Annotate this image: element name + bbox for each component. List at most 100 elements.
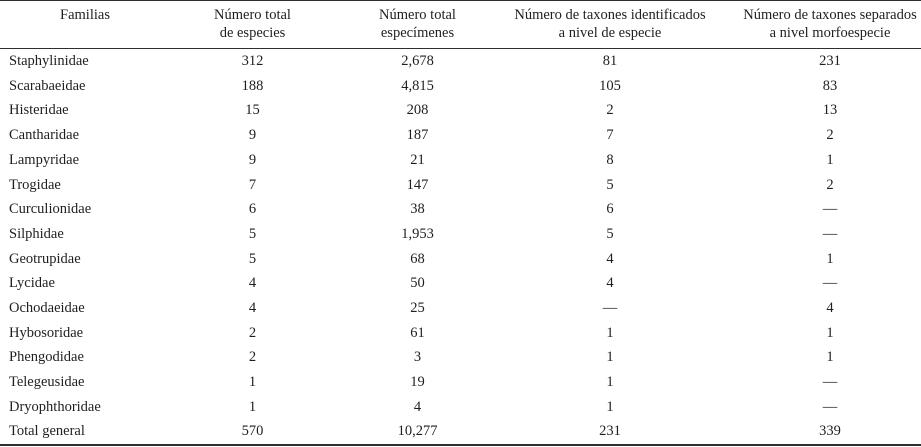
- value-cell-numero-total-especimenes: 50: [410, 275, 425, 292]
- value-cell-numero-total-especimenes: 21: [410, 151, 425, 168]
- value-cell-taxones-separados-morfoespecie: 83: [822, 77, 838, 94]
- familia-name-cell: Staphylinidae: [9, 53, 89, 70]
- value-cell-numero-total-especies: 570: [241, 423, 264, 440]
- familia-name-cell: Hybosoridae: [9, 324, 84, 341]
- value-cell-numero-total-especimenes: 208: [406, 102, 429, 119]
- familia-name-cell: Curculionidae: [9, 201, 92, 218]
- value-cell-taxones-separados-morfoespecie: 339: [819, 423, 841, 440]
- value-cell-numero-total-especimenes: 2,678: [401, 53, 434, 70]
- value-cell-taxones-separados-morfoespecie: —: [822, 374, 838, 391]
- table-header: Familias Número total de especies Número to…: [0, 1, 921, 49]
- table-row: Cantharidae 9 187 7 2: [0, 123, 921, 148]
- value-cell-numero-total-especimenes: 19: [410, 374, 425, 391]
- value-cell-taxones-separados-morfoespecie: 2: [826, 176, 834, 193]
- familia-name-cell: Scarabaeidae: [9, 77, 86, 94]
- value-cell-numero-total-especies: 2: [248, 324, 257, 341]
- value-cell-numero-total-especies: 4: [248, 275, 257, 292]
- column-header-line: Familias: [60, 7, 110, 23]
- value-cell-numero-total-especies: 7: [248, 176, 257, 193]
- column-header-line: Número total: [379, 7, 456, 23]
- column-header-taxones-separados-morfoespecie: Número de taxones separados a nivel morfo…: [720, 1, 921, 49]
- value-cell-numero-total-especies: 9: [248, 151, 257, 168]
- value-cell-numero-total-especimenes: 147: [406, 176, 429, 193]
- column-header-line: Número de taxones identificados: [514, 7, 706, 23]
- familia-name-cell: Geotrupidae: [9, 250, 81, 267]
- column-header-line: a nivel morfoespecie: [769, 25, 891, 41]
- table-row: Hybosoridae 2 61 1 1: [0, 321, 921, 346]
- value-cell-numero-total-especies: 1: [248, 374, 257, 391]
- familia-name-cell: Histeridae: [9, 102, 69, 119]
- table-row: Telegeusidae 1 19 1 —: [0, 370, 921, 395]
- table-row: Silphidae 5 1,953 5 —: [0, 222, 921, 247]
- header-row: Familias Número total de especies Número to…: [0, 1, 921, 49]
- value-cell-numero-total-especimenes: 38: [410, 201, 425, 218]
- table-row: Geotrupidae 5 68 4 1: [0, 247, 921, 272]
- value-cell-numero-total-especimenes: 68: [410, 250, 425, 267]
- table-row: Scarabaeidae 188 4,815 105 83: [0, 74, 921, 99]
- value-cell-numero-total-especimenes: 25: [410, 299, 425, 316]
- familia-name-cell: Dryophthoridae: [9, 398, 101, 415]
- table-row: Lampyridae 9 21 8 1: [0, 148, 921, 173]
- value-cell-numero-total-especies: 5: [248, 250, 257, 267]
- column-header-taxones-identificados-especie: Número de taxones identificados a nivel d…: [500, 1, 720, 49]
- value-cell-numero-total-especimenes: 61: [410, 324, 425, 341]
- value-cell-taxones-identificados-especie: 6: [606, 201, 614, 218]
- value-cell-taxones-separados-morfoespecie: 1: [826, 349, 834, 366]
- column-header-line: a nivel de especie: [558, 25, 662, 41]
- value-cell-taxones-identificados-especie: 1: [606, 398, 614, 415]
- value-cell-taxones-separados-morfoespecie: —: [822, 225, 838, 242]
- familia-name-cell: Telegeusidae: [9, 374, 85, 391]
- column-header-familias: Familias: [0, 1, 170, 49]
- column-header-line: especímenes: [380, 25, 455, 41]
- value-cell-taxones-separados-morfoespecie: 1: [826, 324, 834, 341]
- value-cell-numero-total-especimenes: 10,277: [397, 423, 438, 440]
- familia-name-cell: Trogidae: [9, 176, 61, 193]
- familia-name-cell: Lycidae: [9, 275, 55, 292]
- value-cell-numero-total-especies: 1: [248, 398, 257, 415]
- table-row: Dryophthoridae 1 4 1 —: [0, 395, 921, 420]
- total-row: Total general 570 10,277 231 339: [0, 419, 921, 445]
- value-cell-taxones-separados-morfoespecie: 2: [826, 127, 834, 144]
- table-row: Staphylinidae 312 2,678 81 231: [0, 49, 921, 74]
- column-header-line: de especies: [219, 25, 286, 41]
- table-body: Staphylinidae 312 2,678 81 231 Scarabaeidae 18…: [0, 49, 921, 446]
- value-cell-numero-total-especimenes: 3: [413, 349, 422, 366]
- value-cell-numero-total-especies: 188: [241, 77, 264, 94]
- value-cell-taxones-separados-morfoespecie: —: [822, 201, 838, 218]
- value-cell-taxones-identificados-especie: 4: [606, 275, 614, 292]
- value-cell-taxones-identificados-especie: 1: [606, 349, 614, 366]
- table-row: Ochodaeidae 4 25 — 4: [0, 296, 921, 321]
- value-cell-taxones-identificados-especie: 7: [606, 127, 614, 144]
- value-cell-numero-total-especies: 9: [248, 127, 257, 144]
- value-cell-numero-total-especies: 15: [245, 102, 260, 119]
- table-row: Phengodidae 2 3 1 1: [0, 345, 921, 370]
- familia-name-cell: Ochodaeidae: [9, 299, 85, 316]
- value-cell-taxones-identificados-especie: 4: [606, 250, 614, 267]
- value-cell-taxones-identificados-especie: 2: [606, 102, 614, 119]
- familia-name-cell: Lampyridae: [9, 151, 80, 168]
- value-cell-numero-total-especimenes: 187: [406, 127, 429, 144]
- value-cell-numero-total-especies: 6: [248, 201, 257, 218]
- column-header-line: Número de taxones separados: [743, 7, 917, 23]
- value-cell-taxones-separados-morfoespecie: —: [822, 275, 838, 292]
- value-cell-taxones-separados-morfoespecie: 13: [822, 102, 838, 119]
- value-cell-taxones-identificados-especie: 5: [606, 225, 614, 242]
- value-cell-taxones-identificados-especie: 8: [606, 151, 614, 168]
- value-cell-taxones-identificados-especie: 81: [602, 53, 618, 70]
- value-cell-taxones-separados-morfoespecie: 1: [826, 151, 834, 168]
- value-cell-numero-total-especies: 312: [241, 53, 264, 70]
- value-cell-taxones-identificados-especie: 105: [599, 77, 621, 94]
- column-header-line: Número total: [214, 7, 291, 23]
- value-cell-taxones-separados-morfoespecie: 1: [826, 250, 834, 267]
- familia-name-cell: Cantharidae: [9, 127, 80, 144]
- column-header-numero-total-especimenes: Número total especímenes: [335, 1, 500, 49]
- value-cell-taxones-separados-morfoespecie: 4: [826, 299, 834, 316]
- value-cell-taxones-identificados-especie: —: [602, 299, 618, 316]
- value-cell-taxones-identificados-especie: 231: [599, 423, 621, 440]
- value-cell-numero-total-especies: 2: [248, 349, 257, 366]
- total-label-cell: Total general: [9, 423, 85, 440]
- table-row: Lycidae 4 50 4 —: [0, 271, 921, 296]
- value-cell-taxones-separados-morfoespecie: —: [822, 398, 838, 415]
